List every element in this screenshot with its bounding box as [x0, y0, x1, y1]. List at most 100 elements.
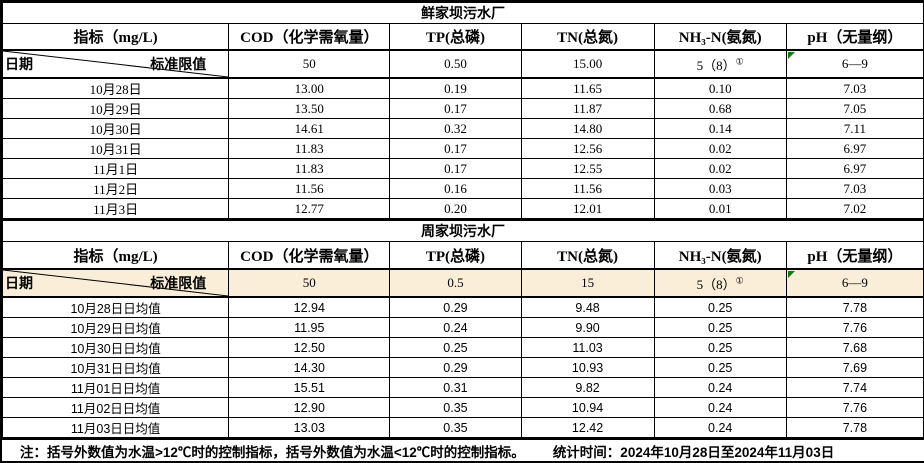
cell-cod[interactable]: 11.83	[228, 138, 391, 159]
cell-ph[interactable]: 7.78	[785, 296, 924, 318]
cell-ph[interactable]: 7.02	[785, 198, 924, 219]
cell-tp[interactable]: 0.35	[389, 397, 522, 418]
cell-tp[interactable]: 0.17	[389, 98, 522, 119]
header-cell-tp[interactable]: TP(总磷)	[389, 23, 522, 51]
cell-ph[interactable]: 7.69	[785, 357, 924, 378]
cell-date[interactable]: 11月02日日均值	[1, 397, 230, 418]
plant-title[interactable]: 周家坝污水厂	[2, 219, 924, 242]
header-cell-tn[interactable]: TN(总氮)	[520, 23, 655, 51]
cell-tn[interactable]: 12.55	[520, 158, 655, 179]
cell-ph[interactable]: 7.03	[785, 178, 924, 199]
cell-tn[interactable]: 9.48	[520, 296, 655, 318]
cell-cod[interactable]: 14.61	[228, 118, 391, 139]
header-cell-nh3n[interactable]: NH₃-N(氨氮)	[653, 23, 787, 51]
cell-nh3n[interactable]: 0.25	[653, 296, 787, 318]
cell-ph[interactable]: 7.03	[785, 77, 924, 99]
cell-tp[interactable]: 0.20	[389, 198, 522, 219]
cell-cod[interactable]: 11.56	[228, 178, 391, 199]
cell-nh3n[interactable]: 0.01	[653, 198, 787, 219]
cell-ph[interactable]: 6.97	[785, 138, 924, 159]
cell-nh3n[interactable]: 0.24	[653, 377, 787, 398]
cell-cod[interactable]: 13.03	[228, 417, 391, 438]
cell-date[interactable]: 10月30日	[1, 118, 230, 139]
cell-date[interactable]: 11月3日	[1, 198, 230, 219]
cell-tn[interactable]: 11.03	[520, 337, 655, 358]
header-cell-ph[interactable]: pH（无量纲）	[785, 241, 924, 270]
standard-tn[interactable]: 15.00	[520, 49, 655, 79]
date-standard-corner-cell[interactable]: 日期 标准限值	[1, 268, 230, 298]
cell-tp[interactable]: 0.16	[389, 178, 522, 199]
cell-tn[interactable]: 11.56	[520, 178, 655, 199]
standard-tn[interactable]: 15	[520, 268, 655, 298]
cell-ph[interactable]: 7.78	[785, 417, 924, 438]
cell-nh3n[interactable]: 0.25	[653, 337, 787, 358]
cell-date[interactable]: 10月31日日均值	[1, 357, 230, 378]
cell-date[interactable]: 10月30日日均值	[1, 337, 230, 358]
cell-cod[interactable]: 11.95	[228, 317, 391, 338]
cell-tp[interactable]: 0.24	[389, 317, 522, 338]
cell-ph[interactable]: 7.68	[785, 337, 924, 358]
cell-ph[interactable]: 6.97	[785, 158, 924, 179]
cell-tp[interactable]: 0.17	[389, 138, 522, 159]
cell-tp[interactable]: 0.32	[389, 118, 522, 139]
cell-ph[interactable]: 7.05	[785, 98, 924, 119]
cell-cod[interactable]: 14.30	[228, 357, 391, 378]
header-cell-tn[interactable]: TN(总氮)	[520, 241, 655, 270]
cell-ph[interactable]: 7.76	[785, 397, 924, 418]
cell-nh3n[interactable]: 0.02	[653, 138, 787, 159]
cell-date[interactable]: 11月03日日均值	[1, 417, 230, 438]
cell-tp[interactable]: 0.31	[389, 377, 522, 398]
cell-tn[interactable]: 11.65	[520, 77, 655, 99]
cell-tp[interactable]: 0.29	[389, 296, 522, 318]
cell-tp[interactable]: 0.17	[389, 158, 522, 179]
cell-tn[interactable]: 11.87	[520, 98, 655, 119]
cell-date[interactable]: 10月31日	[1, 138, 230, 159]
cell-tn[interactable]: 12.01	[520, 198, 655, 219]
standard-ph[interactable]: 6—9	[785, 49, 924, 79]
standard-cod[interactable]: 50	[228, 49, 391, 79]
cell-nh3n[interactable]: 0.25	[653, 317, 787, 338]
cell-cod[interactable]: 12.94	[228, 296, 391, 318]
cell-date[interactable]: 10月29日	[1, 98, 230, 119]
cell-nh3n[interactable]: 0.68	[653, 98, 787, 119]
cell-date[interactable]: 11月1日	[1, 158, 230, 179]
cell-tp[interactable]: 0.19	[389, 77, 522, 99]
cell-date[interactable]: 11月2日	[1, 178, 230, 199]
cell-tn[interactable]: 9.82	[520, 377, 655, 398]
cell-date[interactable]: 10月29日日均值	[1, 317, 230, 338]
cell-date[interactable]: 10月28日日均值	[1, 296, 230, 318]
standard-ph[interactable]: 6—9	[785, 268, 924, 298]
cell-tn[interactable]: 9.90	[520, 317, 655, 338]
cell-date[interactable]: 11月01日日均值	[1, 377, 230, 398]
header-cell-cod[interactable]: COD（化学需氧量）	[228, 23, 391, 51]
cell-tn[interactable]: 10.94	[520, 397, 655, 418]
cell-cod[interactable]: 12.50	[228, 337, 391, 358]
footnote-row[interactable]: 注：括号外数值为水温>12℃时的控制指标，括号外数值为水温<12℃时的控制指标。…	[2, 438, 924, 461]
cell-ph[interactable]: 7.76	[785, 317, 924, 338]
cell-tp[interactable]: 0.25	[389, 337, 522, 358]
cell-cod[interactable]: 12.90	[228, 397, 391, 418]
cell-tn[interactable]: 14.80	[520, 118, 655, 139]
cell-cod[interactable]: 12.77	[228, 198, 391, 219]
cell-ph[interactable]: 7.11	[785, 118, 924, 139]
standard-cod[interactable]: 50	[228, 268, 391, 298]
cell-nh3n[interactable]: 0.24	[653, 397, 787, 418]
cell-tn[interactable]: 12.56	[520, 138, 655, 159]
cell-cod[interactable]: 13.50	[228, 98, 391, 119]
plant-title[interactable]: 鲜家坝污水厂	[2, 2, 924, 24]
header-cell-nh3n[interactable]: NH₃-N(氨氮)	[653, 241, 787, 270]
header-cell-ph[interactable]: pH（无量纲）	[785, 23, 924, 51]
header-cell-indicator[interactable]: 指标（mg/L)	[1, 23, 230, 51]
cell-date[interactable]: 10月28日	[1, 77, 230, 99]
standard-nh3n[interactable]: 5（8）①	[653, 268, 787, 298]
cell-ph[interactable]: 7.74	[785, 377, 924, 398]
cell-tn[interactable]: 12.42	[520, 417, 655, 438]
cell-tp[interactable]: 0.35	[389, 417, 522, 438]
standard-tp[interactable]: 0.5	[389, 268, 522, 298]
header-cell-cod[interactable]: COD（化学需氧量）	[228, 241, 391, 270]
cell-nh3n[interactable]: 0.25	[653, 357, 787, 378]
standard-nh3n[interactable]: 5（8）①	[653, 49, 787, 79]
cell-cod[interactable]: 15.51	[228, 377, 391, 398]
cell-cod[interactable]: 11.83	[228, 158, 391, 179]
header-cell-indicator[interactable]: 指标（mg/L)	[1, 241, 230, 270]
